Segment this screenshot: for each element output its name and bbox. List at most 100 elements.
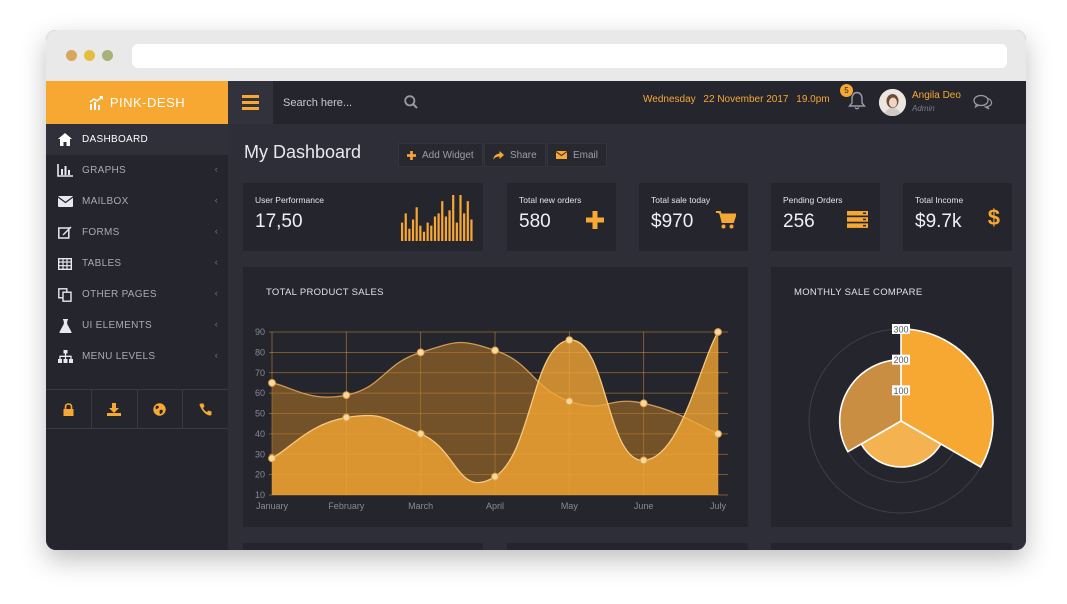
data-point [565,397,574,406]
search-icon[interactable] [404,95,418,114]
sidebar-item-label: DASHBOARD [82,134,149,145]
series-area [272,332,718,495]
sidebar-item-mailbox[interactable]: MAILBOX ‹ [46,186,228,217]
phone-icon [199,403,212,415]
mini-bar [437,213,440,241]
download-button[interactable] [92,390,138,428]
sidebar-item-other-pages[interactable]: OTHER PAGES ‹ [46,279,228,310]
window-maximize-dot[interactable] [102,50,113,61]
cart-icon [716,211,737,234]
sidebar-item-label: MENU LEVELS [82,351,156,362]
panel-title: TOTAL PRODUCT SALES [266,287,384,298]
sidebar-item-label: TABLES [82,258,122,269]
envelope-icon [556,151,567,159]
bottom-panel-1 [243,543,483,550]
data-point [491,346,499,355]
x-tick-label: April [486,501,504,511]
lock-button[interactable] [46,390,92,428]
mini-bar [426,222,429,241]
stat-value: 580 [519,211,551,232]
address-bar[interactable] [132,44,1007,68]
chevron-left-icon: ‹ [214,288,218,298]
sidebar-menu: DASHBOARD GRAPHS ‹ MAILBOX ‹ FORMS ‹ TAB… [46,124,228,372]
mini-bar [430,225,433,241]
sidebar-tools [46,389,228,429]
sidebar-item-label: GRAPHS [82,165,127,176]
menu-toggle-button[interactable] [228,81,273,124]
window-minimize-dot[interactable] [84,50,95,61]
chart-logo-icon [89,95,103,110]
y-tick-label: 40 [255,429,265,439]
mini-bar [441,201,444,241]
main-content: My Dashboard Add Widget Share Email User… [228,124,1026,550]
table-icon [57,257,73,271]
sidebar-item-graphs[interactable]: GRAPHS ‹ [46,155,228,186]
mini-bar [444,216,447,241]
sidebar-item-dashboard[interactable]: DASHBOARD [46,124,228,155]
tick-label-backdrop [892,354,910,365]
data-point [416,348,425,357]
tick-label-backdrop [892,385,910,396]
total-product-sales-chart: 10 20 30 40 50 60 70 80 90 January February March Ap… [255,327,728,511]
globe-icon [153,402,167,416]
add-widget-button[interactable]: Add Widget [398,143,483,167]
y-tick-label: 20 [255,470,265,480]
monthly-sale-compare-chart: 100 200 300 [808,324,994,514]
radial-tick-label: 100 [893,386,908,396]
x-tick-label: June [634,501,654,511]
share-button[interactable]: Share [484,143,546,167]
stat-label: User Performance [255,195,324,205]
stat-label: Pending Orders [783,195,843,205]
top-navbar: Wednesday 22 November 2017 19.0pm 5 Angi… [228,81,1026,124]
mini-bar [408,228,411,241]
mini-bar [401,222,404,241]
data-point [268,379,276,387]
envelope-icon [57,195,73,209]
home-icon [57,133,73,147]
notification-badge: 5 [840,84,853,97]
mini-bar [433,216,437,241]
mini-bar [459,195,462,241]
mini-bar [422,231,426,241]
date-label: 22 November 2017 [703,94,789,105]
stat-value: $9.7k [915,211,962,232]
phone-button[interactable] [183,390,228,428]
lock-icon [63,402,74,416]
browser-window: PINK-DESH DASHBOARD GRAPHS ‹ MAILBOX ‹ F… [46,30,1026,550]
polar-segment [860,420,942,468]
data-point [565,336,574,345]
y-tick-label: 60 [255,388,265,398]
x-tick-label: May [561,501,579,511]
y-tick-label: 80 [255,347,265,357]
data-point [342,413,351,422]
edit-icon [57,226,73,240]
bell-icon[interactable] [848,91,866,116]
avatar[interactable] [879,89,906,116]
sidebar-item-label: UI ELEMENTS [82,320,152,331]
data-point [714,328,722,336]
page-title: My Dashboard [244,142,362,162]
tick-label-backdrop [892,324,910,334]
sidebar-item-menu-levels[interactable]: MENU LEVELS ‹ [46,341,228,372]
share-icon [493,150,504,160]
stat-label: Total new orders [519,195,582,205]
window-close-dot[interactable] [66,50,77,61]
user-name[interactable]: Angila Deo [912,90,961,101]
radial-tick-label: 300 [893,325,908,335]
brand-logo[interactable]: PINK-DESH [46,81,228,124]
sidebar-item-tables[interactable]: TABLES ‹ [46,248,228,279]
email-button[interactable]: Email [547,143,608,167]
mini-bar [448,210,451,241]
sidebar-item-forms[interactable]: FORMS ‹ [46,217,228,248]
stat-card-sale-today: Total sale today $970 [639,183,748,251]
stat-card-pending-orders: Pending Orders 256 [771,183,880,251]
search-input[interactable] [283,94,393,112]
sidebar-item-ui-elements[interactable]: UI ELEMENTS ‹ [46,310,228,341]
globe-button[interactable] [138,390,184,428]
y-tick-label: 30 [255,449,265,459]
x-tick-label: February [328,501,365,511]
chat-icon[interactable] [973,94,993,115]
mini-bar [404,213,407,241]
radial-tick-label: 200 [893,355,908,365]
copy-icon [57,287,73,302]
